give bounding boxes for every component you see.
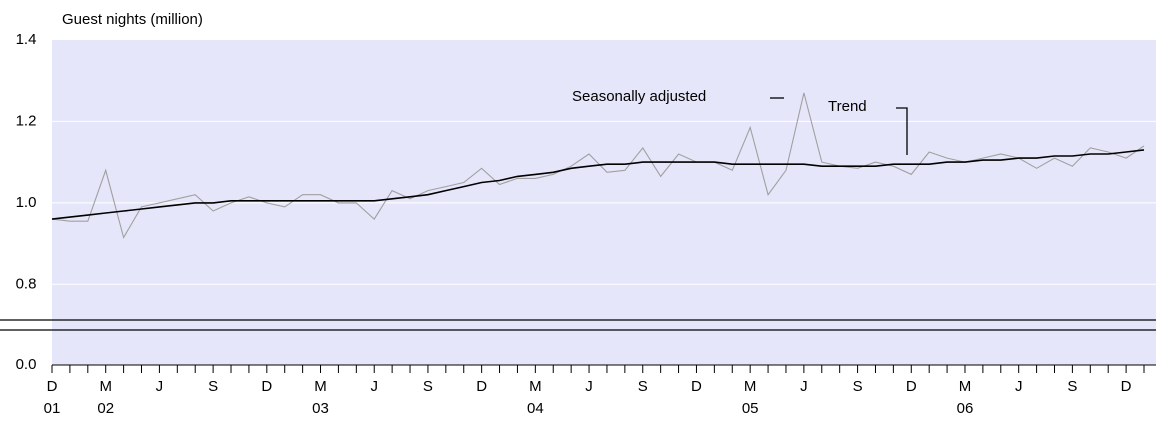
x-tick-label: M — [99, 378, 112, 395]
x-tick-label: S — [208, 378, 218, 395]
x-tick-label: J — [585, 378, 593, 395]
x-tick-label: D — [906, 378, 917, 395]
x-year-label: 06 — [957, 400, 974, 417]
x-tick-label: J — [370, 378, 378, 395]
x-tick-label: D — [476, 378, 487, 395]
series-line — [51, 149, 1145, 220]
y-tick-label: 0.8 — [16, 275, 37, 292]
x-tick-label: S — [423, 378, 433, 395]
series-label: Seasonally adjusted — [572, 88, 706, 105]
y-axis-label: Guest nights (million) — [62, 11, 203, 28]
y-tick-label: 1.2 — [16, 112, 37, 129]
x-tick-label: D — [1121, 378, 1132, 395]
x-tick-label: M — [529, 378, 542, 395]
x-year-label: 01 — [44, 400, 61, 417]
x-year-label: 04 — [527, 400, 544, 417]
y-tick-label: 1.4 — [16, 31, 37, 48]
x-tick-label: J — [156, 378, 164, 395]
x-year-label: 02 — [97, 400, 114, 417]
y-tick-label: 0.0 — [16, 356, 37, 373]
x-tick-label: M — [959, 378, 972, 395]
x-tick-label: D — [47, 378, 58, 395]
x-year-label: 03 — [312, 400, 329, 417]
y-tick-label: 1.0 — [16, 194, 37, 211]
series-label: Trend — [828, 98, 867, 115]
x-tick-label: S — [1067, 378, 1077, 395]
x-tick-label: D — [691, 378, 702, 395]
x-tick-label: M — [314, 378, 327, 395]
label-leader — [896, 107, 908, 155]
x-tick-label: S — [638, 378, 648, 395]
x-tick-label: J — [1015, 378, 1023, 395]
x-tick-label: S — [853, 378, 863, 395]
x-tick-label: M — [744, 378, 757, 395]
x-year-label: 05 — [742, 400, 759, 417]
x-tick-label: J — [800, 378, 808, 395]
x-tick-label: D — [261, 378, 272, 395]
